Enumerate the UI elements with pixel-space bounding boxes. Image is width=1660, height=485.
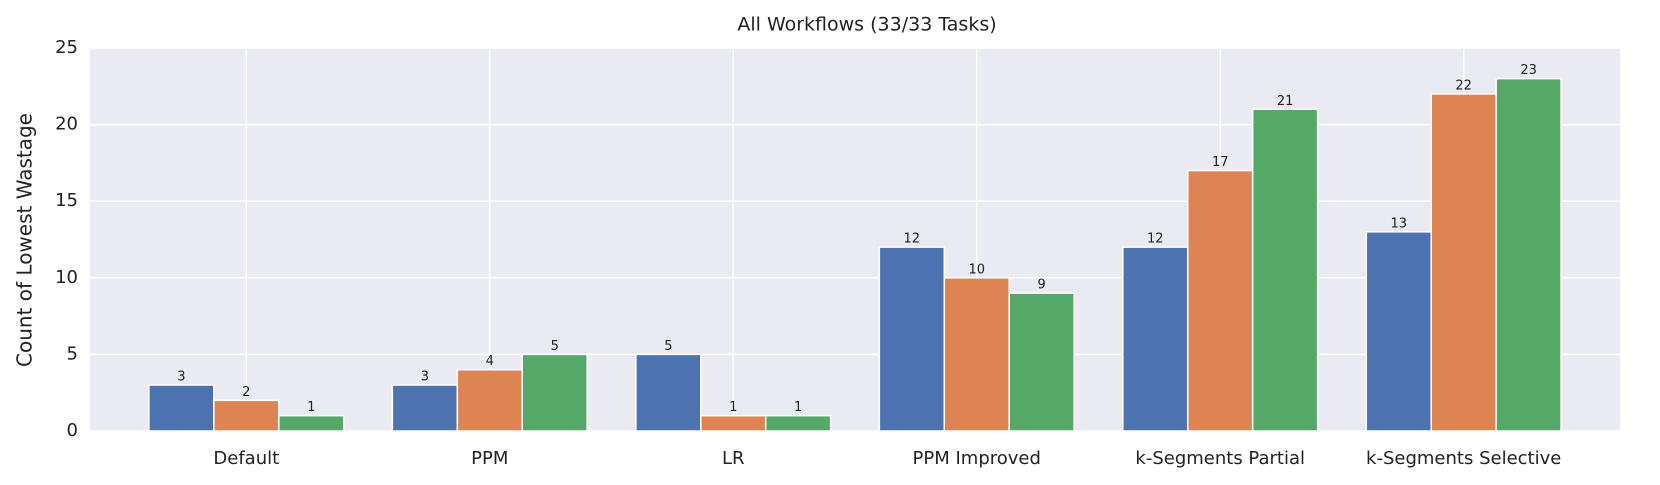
- bar: [213, 399, 280, 432]
- bar: [1365, 231, 1432, 432]
- x-tick-label: PPM Improved: [913, 448, 1041, 469]
- bar: [878, 246, 946, 432]
- chart-title: All Workflows (33/33 Tasks): [737, 14, 996, 36]
- value-label: 5: [551, 339, 559, 354]
- x-tick-label: Default: [213, 448, 279, 469]
- bar: [391, 384, 459, 432]
- plot-area: [90, 48, 1620, 431]
- bar: [1008, 292, 1075, 432]
- value-label: 3: [421, 370, 429, 385]
- value-label: 3: [177, 370, 185, 385]
- bar: [1495, 77, 1562, 432]
- bar: [456, 368, 524, 432]
- bar: [764, 414, 832, 432]
- x-tick-label: PPM: [471, 448, 508, 469]
- value-label: 4: [486, 354, 494, 369]
- bar: [700, 414, 767, 432]
- bar: [1251, 108, 1319, 432]
- value-label: 12: [904, 232, 921, 247]
- bar: [635, 353, 702, 432]
- y-tick-label: 10: [55, 267, 78, 288]
- value-label: 1: [307, 400, 315, 415]
- y-tick-label: 0: [67, 420, 78, 441]
- value-label: 1: [794, 400, 802, 415]
- y-tick-label: 15: [55, 190, 78, 211]
- y-axis-label: Count of Lowest Wastage: [13, 113, 37, 367]
- bar: [148, 384, 215, 432]
- value-label: 23: [1520, 63, 1537, 78]
- x-tick-label: k-Segments Selective: [1366, 448, 1561, 469]
- value-label: 13: [1390, 216, 1407, 231]
- value-label: 10: [968, 262, 985, 277]
- x-tick-label: k-Segments Partial: [1135, 448, 1305, 469]
- x-tick-label: LR: [722, 448, 745, 469]
- value-label: 5: [664, 339, 672, 354]
- value-label: 17: [1212, 155, 1229, 170]
- value-label: 22: [1455, 78, 1472, 93]
- value-label: 12: [1147, 232, 1164, 247]
- bar: [943, 277, 1010, 432]
- bar: [278, 414, 345, 432]
- value-label: 9: [1038, 278, 1046, 293]
- value-label: 1: [729, 400, 737, 415]
- bar: [1122, 246, 1189, 432]
- bar: [1430, 93, 1497, 432]
- value-label: 2: [242, 385, 250, 400]
- bar: [521, 353, 588, 432]
- value-label: 21: [1277, 94, 1294, 109]
- bar: [1186, 169, 1254, 432]
- y-tick-label: 5: [67, 343, 78, 364]
- y-tick-label: 20: [55, 114, 78, 135]
- y-tick-label: 25: [55, 37, 78, 58]
